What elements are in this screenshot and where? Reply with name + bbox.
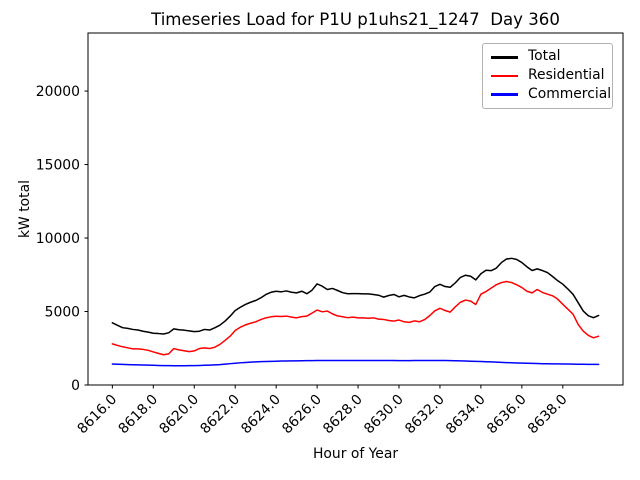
y-tick-label: 5000 <box>45 304 80 320</box>
legend-item-total: Total <box>491 48 604 65</box>
x-tick-label: 8636.0 <box>484 392 530 438</box>
legend-line-commercial <box>491 93 518 96</box>
y-tick-label: 10000 <box>36 231 80 247</box>
x-axis-label: Hour of Year <box>312 446 399 462</box>
series-line-total <box>111 257 600 335</box>
x-tick-label: 8634.0 <box>443 392 489 438</box>
x-tick-label: 8630.0 <box>361 392 407 438</box>
x-tick-label: 8620.0 <box>156 392 202 438</box>
y-tick-label: 20000 <box>36 84 80 100</box>
x-tick-label: 8618.0 <box>115 392 161 438</box>
series-line-residential <box>111 280 600 356</box>
chart-title: Timeseries Load for P1U p1uhs21_1247 Day… <box>151 10 560 29</box>
legend-label-commercial: Commercial <box>528 85 612 102</box>
x-tick-label: 8628.0 <box>320 392 366 438</box>
x-tick-label: 8624.0 <box>238 392 284 438</box>
series-line-commercial <box>111 359 600 367</box>
legend-item-commercial: Commercial <box>491 87 611 102</box>
x-tick-label: 8622.0 <box>197 392 243 438</box>
x-tick-label: 8632.0 <box>402 392 448 438</box>
axes-frame <box>87 32 624 386</box>
y-tick-label: 15000 <box>36 157 80 173</box>
legend-item-residential: Residential <box>491 67 605 84</box>
x-tick-label: 8638.0 <box>525 392 571 438</box>
x-tick-label: 8626.0 <box>279 392 325 438</box>
y-tick-label: 0 <box>71 378 80 394</box>
legend: Total Residential Commercial <box>482 43 613 109</box>
y-axis-label: kW total <box>17 180 33 238</box>
legend-line-residential <box>491 74 518 78</box>
legend-label-total: Total <box>528 48 561 65</box>
x-tick-label: 8616.0 <box>75 392 121 438</box>
legend-label-residential: Residential <box>528 67 605 84</box>
legend-line-total <box>491 56 518 59</box>
